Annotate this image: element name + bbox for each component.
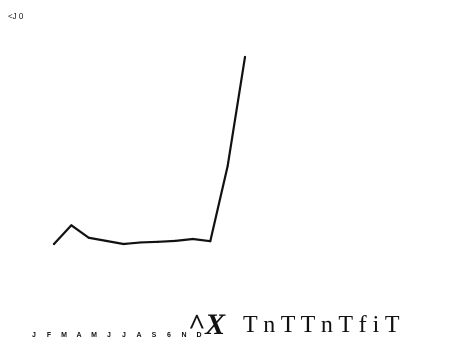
data-point [174, 239, 177, 242]
x-tick-label: D [196, 332, 201, 339]
data-point [87, 236, 90, 239]
data-point [191, 237, 195, 241]
series-line [52, 55, 247, 246]
decorative-glyph: ^X [188, 308, 226, 340]
x-tick-label: A [76, 332, 81, 339]
x-tick-label: A [136, 332, 141, 339]
data-point [52, 242, 56, 246]
corner-label: <J 0 [8, 12, 24, 21]
data-point [243, 55, 247, 59]
x-tick-label: S [152, 332, 157, 339]
x-tick-label: M [91, 332, 97, 339]
data-point [139, 241, 142, 244]
data-point [209, 240, 212, 243]
x-tick-label: N [181, 332, 186, 339]
data-point [70, 224, 73, 227]
x-axis: J F M A M J J A S 6 N D [32, 332, 201, 339]
x-tick-label: J [107, 332, 111, 339]
plot-area [52, 55, 247, 246]
data-point [122, 242, 125, 246]
x-tick-label: M [61, 332, 67, 339]
x-tick-label: F [47, 332, 52, 339]
x-tick-label: 6 [167, 332, 171, 339]
x-tick-label: J [122, 332, 126, 339]
decorative-text: T n T T n T f i T [243, 312, 400, 338]
data-point [157, 240, 160, 243]
data-point [226, 164, 229, 168]
data-point [104, 239, 108, 242]
x-tick-label: J [32, 332, 36, 339]
